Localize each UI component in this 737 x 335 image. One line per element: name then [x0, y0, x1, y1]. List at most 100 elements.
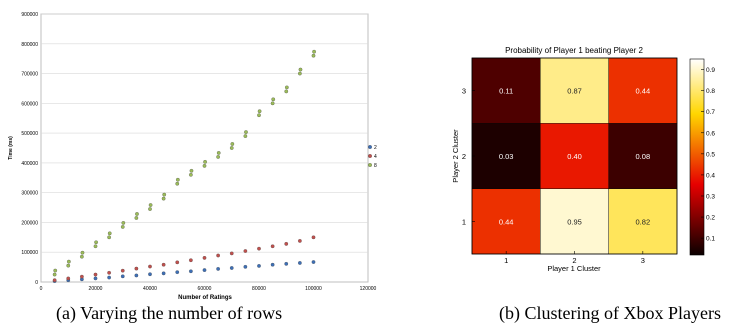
scatter-y-axis-label: Time (ms)	[8, 136, 14, 160]
series-2-point	[148, 272, 152, 277]
series-8-point	[257, 109, 262, 114]
heatmap-cell-label: 0.87	[567, 87, 582, 96]
heatmap-x-ticks: 1 2 3	[504, 251, 645, 265]
series-4-point	[202, 256, 207, 260]
series-8-point	[52, 272, 57, 277]
series-4-point	[284, 242, 289, 246]
series-2-point	[284, 261, 289, 266]
colorbar-tick-label: 0.1	[706, 236, 715, 243]
series-8-point	[176, 177, 180, 182]
x-tick-label: 20000	[89, 286, 103, 292]
scatter-gridlines	[41, 13, 368, 253]
scatter-x-axis-label: Number of Ratings	[178, 295, 232, 301]
series-4-point	[175, 260, 180, 265]
series-2-point	[270, 262, 275, 267]
series-8-point	[107, 231, 112, 236]
series-4-point	[243, 249, 248, 253]
legend-marker	[368, 145, 372, 149]
series-2-point	[202, 268, 207, 272]
series-4-point	[216, 253, 220, 258]
colorbar-tick-label: 0.4	[706, 172, 715, 179]
series-8-point	[161, 196, 166, 201]
scatter-chart: 0100000200000300000400000500000600000700…	[8, 12, 377, 301]
series-8-point	[284, 85, 289, 90]
colorbar-tick-label: 0.5	[706, 151, 715, 158]
caption-a: (a) Varying the number of rows	[56, 303, 283, 323]
y-tick-label: 2	[462, 152, 466, 161]
y-tick-label: 0	[35, 280, 38, 286]
x-tick-label: 3	[641, 256, 645, 265]
series-8-point	[298, 71, 302, 76]
heatmap-cell-label: 0.44	[636, 87, 651, 96]
series-4-point	[120, 268, 125, 273]
scatter-x-tick-labels: 0 20000 40000 60000 80000 100000 120000	[40, 286, 377, 292]
y-tick-label: 3	[462, 87, 466, 96]
heatmap-cell-label: 0.40	[567, 152, 582, 161]
y-tick-label: 900000	[21, 12, 38, 18]
series-8-point	[271, 97, 276, 102]
heatmap-cell	[471, 123, 541, 189]
series-8-point	[189, 172, 193, 177]
series-2-point	[216, 267, 220, 271]
series-4-point	[161, 262, 166, 267]
series-4-point	[270, 244, 275, 249]
series-2-point	[107, 275, 111, 280]
series-2-point	[298, 261, 302, 265]
y-tick-label: 400000	[21, 161, 38, 167]
series-2-point	[175, 270, 180, 275]
heatmap-cell	[471, 57, 541, 124]
y-tick-label: 800000	[21, 42, 38, 48]
colorbar-tick-label: 0.7	[706, 109, 715, 116]
series-4-point	[52, 278, 57, 283]
series-8-point	[216, 155, 220, 159]
series-8-point	[230, 142, 235, 146]
heatmap-cell-label: 0.11	[499, 87, 513, 96]
series-8-point	[202, 164, 207, 168]
series-2-point	[189, 269, 193, 274]
series-4-point	[107, 270, 111, 275]
heatmap-cell	[540, 188, 609, 255]
series-2-point	[93, 276, 98, 281]
series-8-point	[66, 263, 71, 268]
series-8-point	[67, 259, 71, 264]
y-tick-label: 1	[462, 217, 466, 226]
heatmap-cell-label: 0.08	[636, 152, 651, 161]
series-8-point	[270, 101, 275, 106]
y-tick-label: 600000	[21, 101, 38, 107]
series-4-point	[80, 274, 84, 279]
legend-label: 4	[374, 154, 377, 160]
heatmap-cell	[540, 57, 609, 124]
heatmap-cell-label: 0.44	[499, 217, 514, 226]
x-tick-label: 2	[572, 256, 576, 265]
series-8-point	[134, 216, 139, 220]
series-4-point	[311, 235, 316, 240]
series-8-point	[148, 203, 153, 207]
series-2-point	[229, 266, 234, 270]
scatter-y-tick-labels: 0 100000 200000 300000 400000 500000 600000 700…	[21, 12, 38, 286]
legend-label: 8	[374, 163, 377, 169]
x-tick-label: 120000	[360, 286, 377, 292]
heatmap-y-axis-label: Player 2 Cluster	[451, 129, 460, 183]
legend-marker	[368, 154, 372, 158]
series-8-point	[257, 113, 261, 118]
series-4-point	[257, 246, 261, 251]
heatmap-title: Probability of Player 1 beating Player 2	[505, 46, 643, 55]
series-8-point	[121, 221, 126, 225]
series-8-point	[243, 134, 248, 138]
colorbar	[689, 58, 705, 256]
series-8-point	[203, 160, 207, 164]
series-8-point	[311, 53, 316, 58]
series-2-point	[120, 274, 125, 279]
series-8-point	[135, 212, 139, 216]
series-8-point	[94, 240, 98, 245]
series-8-point	[189, 168, 194, 173]
series-2-point	[161, 271, 166, 276]
x-tick-label: 1	[504, 256, 508, 265]
series-2-point	[311, 260, 316, 264]
y-tick-label: 200000	[21, 220, 38, 226]
x-tick-label: 80000	[252, 286, 266, 292]
heatmap-cell-label: 0.03	[499, 152, 514, 161]
colorbar-ticks: 0.1 0.2 0.3 0.4 0.5 0.6 0.7 0.8 0.9	[701, 67, 715, 243]
scatter-legend: 2 4 8	[368, 145, 377, 169]
